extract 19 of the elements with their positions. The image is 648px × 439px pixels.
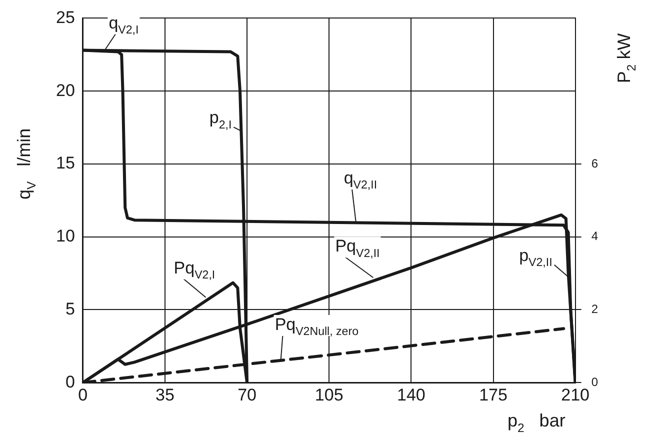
- x-tick-label: 105: [314, 385, 344, 404]
- y2-tick-label: 0: [591, 374, 598, 389]
- y-tick-label: 20: [56, 80, 75, 100]
- y2-tick-label: 4: [591, 229, 598, 244]
- x-tick-label: 70: [238, 385, 257, 404]
- y-tick-label: 10: [56, 226, 75, 246]
- y2-axis-title: P2 kW: [614, 33, 638, 84]
- y-tick-label: 5: [65, 299, 75, 318]
- x-tick-label: 0: [78, 385, 88, 404]
- y2-tick-label: 6: [591, 156, 598, 170]
- y-tick-label: 15: [56, 154, 75, 173]
- y-tick-label: 0: [65, 372, 75, 392]
- x-tick-label: 140: [397, 385, 426, 404]
- x-tick-label: 35: [156, 385, 174, 404]
- y2-tick-label: 2: [591, 302, 598, 316]
- x-tick-label: 175: [479, 385, 508, 404]
- y-tick-label: 25: [56, 8, 75, 27]
- x-tick-label: 210: [561, 385, 590, 404]
- text: qV l/min: [14, 128, 38, 200]
